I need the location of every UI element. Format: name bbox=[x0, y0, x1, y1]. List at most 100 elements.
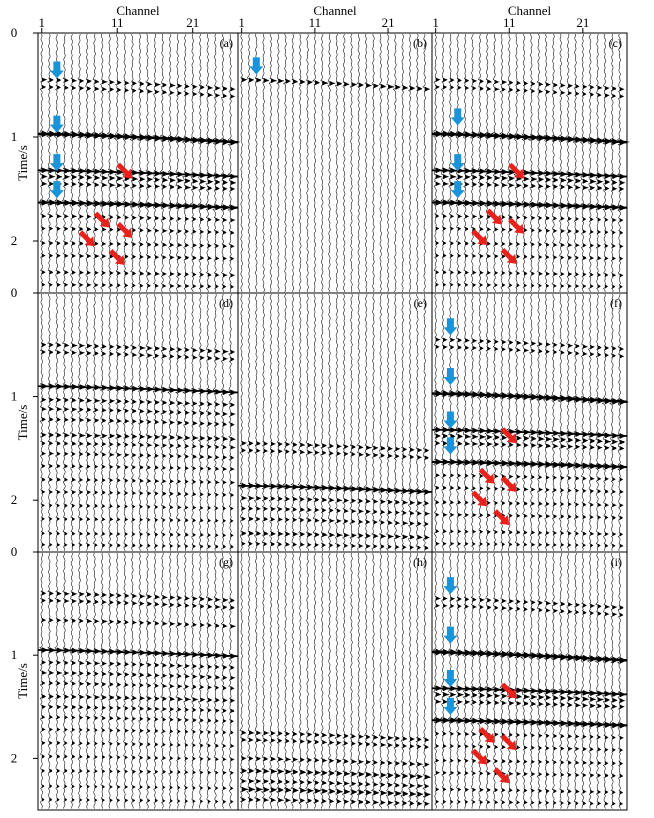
event-lobe bbox=[215, 401, 220, 407]
trace bbox=[520, 293, 533, 551]
event-lobe bbox=[307, 79, 313, 85]
event-lobe bbox=[344, 451, 349, 457]
event-lobe bbox=[344, 733, 349, 739]
event-lobe bbox=[560, 443, 566, 449]
event-lobe bbox=[117, 593, 122, 598]
event-lobe bbox=[71, 715, 76, 720]
event-lobe bbox=[553, 772, 557, 777]
trace bbox=[528, 293, 542, 551]
event-lobe bbox=[479, 700, 485, 705]
trace bbox=[543, 552, 556, 809]
event-lobe bbox=[546, 608, 550, 613]
event-lobe bbox=[132, 399, 137, 405]
event-lobe bbox=[49, 451, 54, 456]
event-lobe bbox=[479, 692, 485, 698]
event-lobe bbox=[79, 517, 83, 522]
event-lobe bbox=[435, 473, 440, 478]
event-lobe bbox=[590, 178, 596, 185]
event-lobe bbox=[435, 440, 441, 446]
event-lobe bbox=[162, 673, 167, 678]
event-lobe bbox=[329, 497, 334, 503]
event-lobe bbox=[553, 788, 557, 794]
event-lobe bbox=[64, 432, 70, 438]
trace bbox=[261, 293, 271, 551]
event-lobe bbox=[215, 466, 219, 471]
event-lobe bbox=[41, 542, 45, 547]
event-lobe bbox=[154, 729, 159, 734]
event-lobe bbox=[388, 84, 394, 90]
x-axis-title-1: Channel bbox=[116, 3, 160, 18]
event-lobe bbox=[582, 603, 587, 608]
event-lobe bbox=[568, 801, 572, 806]
event-lobe bbox=[147, 543, 151, 548]
event-lobe bbox=[200, 505, 204, 510]
event-lobe bbox=[516, 271, 521, 276]
event-lobe bbox=[49, 727, 53, 732]
event-lobe bbox=[94, 477, 99, 483]
event-lobe bbox=[71, 451, 76, 457]
event-lobe bbox=[71, 241, 76, 246]
panel-label: (a) bbox=[220, 36, 233, 50]
event-lobe bbox=[523, 771, 528, 777]
event-lobe bbox=[457, 214, 462, 219]
event-lobe bbox=[94, 253, 99, 259]
event-lobe bbox=[501, 486, 506, 491]
event-lobe bbox=[230, 708, 235, 714]
event-lobe bbox=[124, 728, 128, 733]
event-lobe bbox=[553, 601, 558, 606]
event-lobe bbox=[516, 487, 521, 492]
event-lobe bbox=[185, 717, 189, 723]
trace bbox=[160, 293, 171, 551]
event-lobe bbox=[132, 543, 136, 548]
event-lobe bbox=[590, 703, 595, 709]
trace bbox=[490, 33, 504, 293]
event-lobe bbox=[314, 80, 320, 86]
trace bbox=[189, 33, 202, 293]
trace bbox=[320, 33, 329, 293]
event-lobe bbox=[207, 743, 211, 748]
event-lobe bbox=[582, 185, 588, 191]
event-lobe bbox=[358, 509, 363, 514]
event-lobe bbox=[192, 347, 198, 353]
event-lobe bbox=[457, 253, 462, 258]
event-lobe bbox=[292, 79, 298, 85]
event-lobe bbox=[509, 700, 514, 706]
event-lobe bbox=[162, 90, 167, 95]
event-lobe bbox=[546, 701, 551, 707]
event-lobe bbox=[270, 787, 277, 793]
event-lobe bbox=[124, 399, 130, 404]
event-lobe bbox=[402, 446, 408, 452]
event-lobe bbox=[154, 184, 160, 189]
event-lobe bbox=[604, 531, 609, 537]
event-lobe bbox=[215, 597, 220, 603]
event-lobe bbox=[531, 283, 535, 288]
event-lobe bbox=[200, 674, 205, 680]
event-lobe bbox=[479, 529, 484, 534]
event-lobe bbox=[443, 529, 447, 534]
event-lobe bbox=[170, 798, 173, 803]
event-lobe bbox=[410, 534, 415, 540]
event-lobe bbox=[192, 663, 197, 669]
event-lobe bbox=[102, 728, 106, 733]
event-lobe bbox=[162, 255, 167, 260]
event-lobe bbox=[192, 505, 196, 510]
event-lobe bbox=[278, 506, 283, 512]
event-lobe bbox=[314, 732, 320, 738]
event-lobe bbox=[162, 216, 167, 221]
event-lobe bbox=[139, 434, 145, 440]
event-lobe bbox=[207, 185, 213, 191]
event-lobe bbox=[109, 531, 113, 536]
event-lobe bbox=[538, 501, 543, 506]
event-lobe bbox=[487, 513, 491, 518]
event-lobe bbox=[568, 702, 573, 708]
event-lobe bbox=[207, 674, 212, 680]
event-lobe bbox=[192, 785, 196, 790]
event-lobe bbox=[207, 444, 212, 449]
event-lobe bbox=[177, 443, 182, 449]
reflector bbox=[37, 649, 239, 658]
event-lobe bbox=[139, 176, 145, 182]
event-lobe bbox=[487, 771, 491, 776]
event-lobe bbox=[185, 420, 190, 426]
event-lobe bbox=[612, 773, 616, 778]
event-lobe bbox=[450, 603, 455, 609]
